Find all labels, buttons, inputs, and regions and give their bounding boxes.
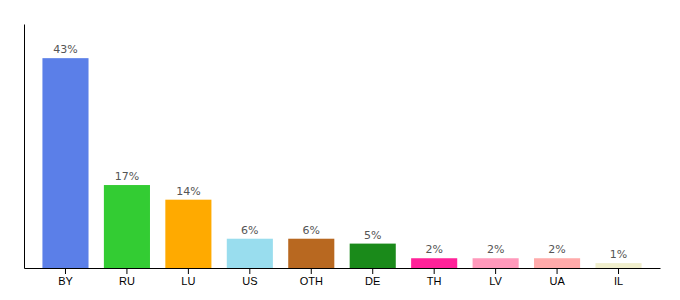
x-tick-label: IL (614, 275, 623, 287)
bar (350, 244, 396, 268)
bar (104, 185, 150, 268)
x-tick-line (618, 268, 619, 274)
bar (42, 58, 88, 268)
x-tick-label: TH (427, 275, 442, 287)
x-tick: OTH (300, 268, 323, 287)
x-tick-line (188, 268, 189, 274)
x-tick: BY (58, 268, 73, 287)
data-label: 14% (176, 185, 200, 198)
x-tick: LU (181, 268, 195, 287)
x-tick-label: US (242, 275, 257, 287)
data-label: 2% (487, 243, 504, 256)
x-tick-label: UA (549, 275, 565, 287)
x-tick: UA (549, 268, 565, 287)
bar (534, 258, 580, 268)
plot: BY RU LU US OTH DE TH LV UA IL 43% 17% 14% 6% 6% 5% 2% 2%… (25, 25, 661, 287)
x-tick-line (126, 268, 127, 274)
y-axis (24, 25, 25, 269)
x-tick-line (434, 268, 435, 274)
x-tick: IL (614, 268, 623, 287)
data-label: 2% (425, 243, 442, 256)
data-labels: 43% 17% 14% 6% 6% 5% 2% 2% 2% 1% (53, 43, 627, 261)
x-axis: BY RU LU US OTH DE TH LV UA IL (25, 268, 661, 287)
bars (42, 58, 641, 268)
x-tick-label: LU (181, 275, 195, 287)
data-label: 43% (53, 43, 77, 56)
x-tick-line (495, 268, 496, 274)
data-label: 6% (303, 224, 320, 237)
data-label: 5% (364, 229, 381, 242)
data-label: 2% (548, 243, 565, 256)
x-tick-label: DE (365, 275, 380, 287)
chart: BY RU LU US OTH DE TH LV UA IL 43% 17% 14% 6% 6% 5% 2% 2%… (0, 0, 680, 300)
x-tick-line (557, 268, 558, 274)
bar (473, 258, 519, 268)
data-label: 17% (115, 170, 139, 183)
x-tick: LV (489, 268, 502, 287)
y-axis-line (24, 25, 25, 269)
bar (227, 239, 273, 268)
x-tick: TH (427, 268, 442, 287)
x-tick-label: RU (119, 275, 135, 287)
x-tick: US (242, 268, 257, 287)
x-tick: RU (119, 268, 135, 287)
x-axis-line (25, 268, 661, 269)
x-tick-label: LV (489, 275, 502, 287)
x-tick-label: OTH (300, 275, 323, 287)
x-tick-label: BY (58, 275, 73, 287)
x-tick-line (65, 268, 66, 274)
bar (411, 258, 457, 268)
data-label: 1% (610, 248, 627, 261)
bar (165, 200, 211, 268)
x-tick-line (372, 268, 373, 274)
bar (595, 263, 641, 268)
data-label: 6% (241, 224, 258, 237)
x-tick-line (249, 268, 250, 274)
x-tick: DE (365, 268, 380, 287)
x-tick-line (311, 268, 312, 274)
bar (288, 239, 334, 268)
